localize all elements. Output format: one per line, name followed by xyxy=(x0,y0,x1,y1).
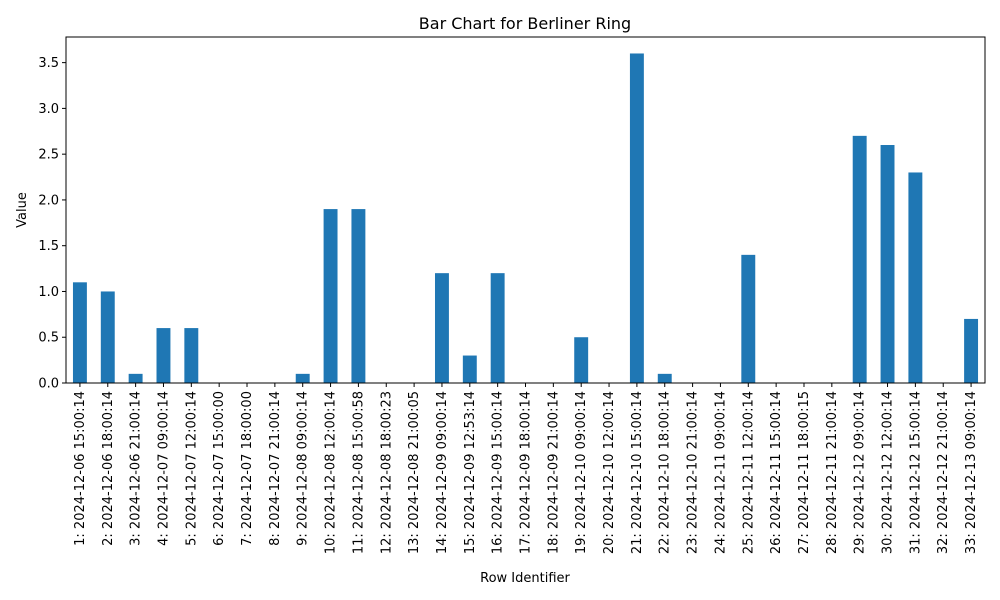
y-axis: 0.0 0.5 1.0 1.5 2.0 2.5 3.0 3.5 xyxy=(38,56,66,392)
bar xyxy=(434,273,449,383)
y-tick-label: 1.0 xyxy=(38,285,59,300)
x-tick-label: 2: 2024-12-06 18:00:14 xyxy=(101,391,116,546)
x-tick-label: 22: 2024-12-10 18:00:14 xyxy=(658,391,673,554)
bar xyxy=(852,135,867,383)
bar xyxy=(574,337,589,383)
x-tick-label: 18: 2024-12-09 21:00:14 xyxy=(546,391,561,554)
bar xyxy=(128,373,143,383)
x-tick-label: 6: 2024-12-07 15:00:00 xyxy=(212,391,227,546)
x-tick-label: 5: 2024-12-07 12:00:14 xyxy=(184,391,199,546)
y-tick-label: 1.5 xyxy=(38,239,59,254)
bar xyxy=(72,282,87,383)
x-axis: 1: 2024-12-06 15:00:14 2: 2024-12-06 18:0… xyxy=(73,383,979,554)
x-tick-label: 8: 2024-12-07 21:00:14 xyxy=(268,391,283,546)
bar xyxy=(629,53,644,383)
x-tick-label: 33: 2024-12-13 09:00:14 xyxy=(964,391,979,554)
y-tick-label: 2.5 xyxy=(38,148,59,163)
x-tick-label: 4: 2024-12-07 09:00:14 xyxy=(156,391,171,546)
bar xyxy=(908,172,923,383)
x-tick-label: 26: 2024-12-11 15:00:14 xyxy=(769,391,784,554)
x-tick-label: 16: 2024-12-09 15:00:14 xyxy=(491,391,506,554)
x-tick-label: 15: 2024-12-09 12:53:14 xyxy=(463,391,478,554)
y-tick-label: 0.5 xyxy=(38,331,59,346)
y-tick-label: 3.0 xyxy=(38,102,59,117)
x-tick-label: 30: 2024-12-12 12:00:14 xyxy=(881,391,896,554)
x-tick-label: 17: 2024-12-09 18:00:14 xyxy=(519,391,534,554)
x-tick-label: 23: 2024-12-10 21:00:14 xyxy=(686,391,701,554)
chart-title: Bar Chart for Berliner Ring xyxy=(419,14,631,33)
x-tick-label: 20: 2024-12-10 12:00:14 xyxy=(602,391,617,554)
bar xyxy=(880,145,895,383)
bar xyxy=(100,291,115,383)
plot-frame xyxy=(65,36,986,384)
bar xyxy=(184,328,199,383)
x-tick-label: 14: 2024-12-09 09:00:14 xyxy=(435,391,450,554)
x-tick-label: 25: 2024-12-11 12:00:14 xyxy=(741,391,756,554)
bar xyxy=(462,355,477,383)
x-tick-label: 7: 2024-12-07 18:00:00 xyxy=(240,391,255,546)
y-tick-label: 3.5 xyxy=(38,56,59,71)
bar xyxy=(741,254,756,383)
x-tick-label: 31: 2024-12-12 15:00:14 xyxy=(908,391,923,554)
bar xyxy=(964,318,979,383)
bar xyxy=(295,373,310,383)
x-tick-label: 21: 2024-12-10 15:00:14 xyxy=(630,391,645,554)
x-tick-label: 10: 2024-12-08 12:00:14 xyxy=(324,391,339,554)
y-axis-title: Value xyxy=(15,192,30,228)
bar xyxy=(351,209,366,383)
x-tick-label: 28: 2024-12-11 21:00:14 xyxy=(825,391,840,554)
x-tick-label: 32: 2024-12-12 21:00:14 xyxy=(936,391,951,554)
x-axis-title: Row Identifier xyxy=(480,571,570,586)
x-tick-label: 3: 2024-12-06 21:00:14 xyxy=(129,391,144,546)
x-tick-label: 11: 2024-12-08 15:00:58 xyxy=(351,391,366,554)
bar xyxy=(657,373,672,383)
x-tick-label: 1: 2024-12-06 15:00:14 xyxy=(73,391,88,546)
bar xyxy=(490,273,505,383)
bar xyxy=(156,328,171,383)
x-tick-label: 29: 2024-12-12 09:00:14 xyxy=(853,391,868,554)
y-tick-label: 0.0 xyxy=(38,377,59,392)
x-tick-label: 24: 2024-12-11 09:00:14 xyxy=(713,391,728,554)
x-tick-label: 19: 2024-12-10 09:00:14 xyxy=(574,391,589,554)
x-tick-label: 9: 2024-12-08 09:00:14 xyxy=(296,391,311,546)
y-tick-label: 2.0 xyxy=(38,193,59,208)
bars-group xyxy=(72,53,979,383)
x-tick-label: 27: 2024-12-11 18:00:15 xyxy=(797,391,812,554)
x-tick-label: 13: 2024-12-08 21:00:05 xyxy=(407,391,422,554)
bar xyxy=(323,209,338,383)
x-tick-label: 12: 2024-12-08 18:00:23 xyxy=(379,391,394,554)
